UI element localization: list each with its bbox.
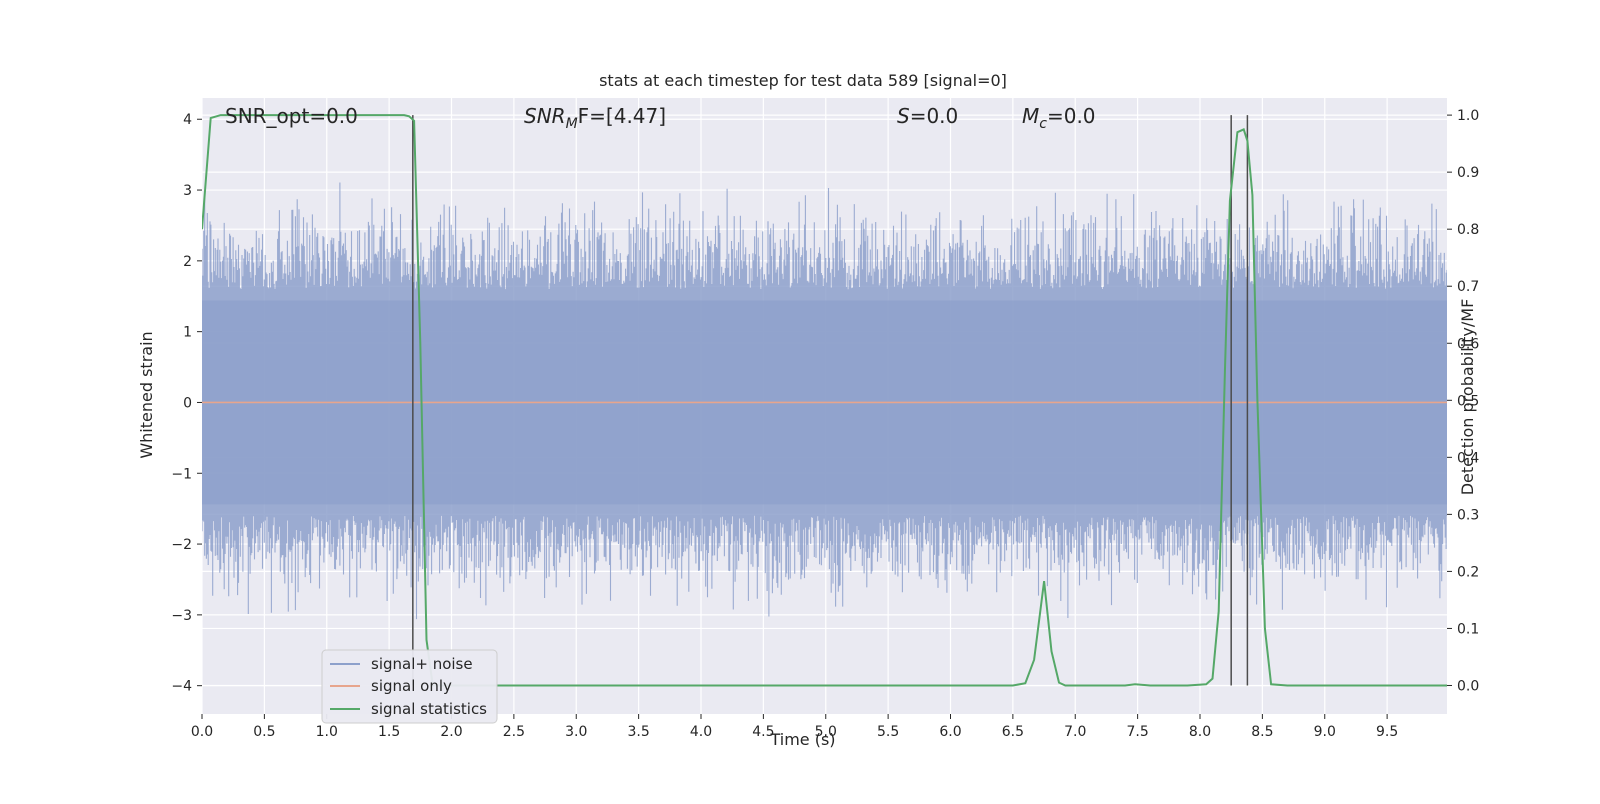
y-tick-label: −3 <box>171 608 192 624</box>
snr-opt-annotation: SNR_opt=0.0 <box>225 104 358 128</box>
y-tick-label: 1 <box>183 325 192 341</box>
y2-tick-label: 0.3 <box>1457 507 1479 523</box>
y-axis-label: Whitened strain <box>137 331 156 458</box>
x-tick-label: 6.0 <box>939 724 961 740</box>
x-tick-label: 7.0 <box>1064 724 1086 740</box>
y2-tick-label: 0.1 <box>1457 621 1479 637</box>
x-axis-label: Time (s) <box>769 730 835 749</box>
x-tick-label: 2.5 <box>503 724 525 740</box>
y2-tick-label: 0.2 <box>1457 564 1479 580</box>
chart-title: stats at each timestep for test data 589… <box>599 71 1007 90</box>
y2-tick-label: 1.0 <box>1457 108 1479 124</box>
x-tick-label: 0.0 <box>191 724 213 740</box>
y-tick-label: 2 <box>183 254 192 270</box>
y2-tick-label: 0.5 <box>1457 393 1479 409</box>
y-tick-label: 3 <box>183 183 192 199</box>
y-tick-label: −2 <box>171 537 192 553</box>
legend-label-noise: signal+ noise <box>371 655 473 673</box>
x-tick-label: 8.0 <box>1189 724 1211 740</box>
x-tick-label: 9.5 <box>1376 724 1398 740</box>
x-tick-label: 5.5 <box>877 724 899 740</box>
x-tick-label: 3.0 <box>565 724 587 740</box>
x-tick-label: 4.5 <box>752 724 774 740</box>
mc-annotation: Mc=0.0 <box>1022 104 1096 132</box>
y2-tick-label: 0.6 <box>1457 336 1479 352</box>
y2-tick-label: 0.9 <box>1457 165 1479 181</box>
legend-label-statistics: signal statistics <box>371 700 487 718</box>
y-tick-label: −4 <box>171 679 192 695</box>
axes: 0.0 0.5 1.0 1.5 2.0 2.5 3.0 3.5 4.0 4.5 5.0 5.5 6.0 6… <box>171 108 1479 740</box>
y2-tick-label: 0.0 <box>1457 678 1479 694</box>
y-tick-label: 4 <box>183 112 192 128</box>
x-tick-label: 2.0 <box>440 724 462 740</box>
y-tick-label: 0 <box>183 395 192 411</box>
x-tick-label: 9.0 <box>1314 724 1336 740</box>
x-tick-label: 0.5 <box>253 724 275 740</box>
y2-tick-label: 0.8 <box>1457 222 1479 238</box>
legend-box <box>321 649 498 724</box>
legend: signal+ noise signal only signal statist… <box>321 649 498 724</box>
x-tick-label: 1.0 <box>316 724 338 740</box>
x-tick-label: 6.5 <box>1002 724 1024 740</box>
snr-mf-annotation: SNRMF=[4.47] <box>524 104 666 132</box>
y2-axis-label: Detection probability/MF <box>1458 299 1477 496</box>
x-tick-label: 7.5 <box>1126 724 1148 740</box>
legend-label-signal-only: signal only <box>371 677 452 695</box>
signal-statistics-line <box>202 114 1447 687</box>
x-tick-label: 1.5 <box>378 724 400 740</box>
s-annotation: S=0.0 <box>897 104 958 128</box>
x-tick-label: 4.0 <box>690 724 712 740</box>
x-tick-label: 8.5 <box>1251 724 1273 740</box>
y-tick-label: −1 <box>171 466 192 482</box>
y2-tick-label: 0.7 <box>1457 279 1479 295</box>
y2-tick-label: 0.4 <box>1457 450 1479 466</box>
x-tick-label: 3.5 <box>627 724 649 740</box>
x-tick-label: 5.0 <box>815 724 837 740</box>
series-layer <box>202 114 1447 687</box>
